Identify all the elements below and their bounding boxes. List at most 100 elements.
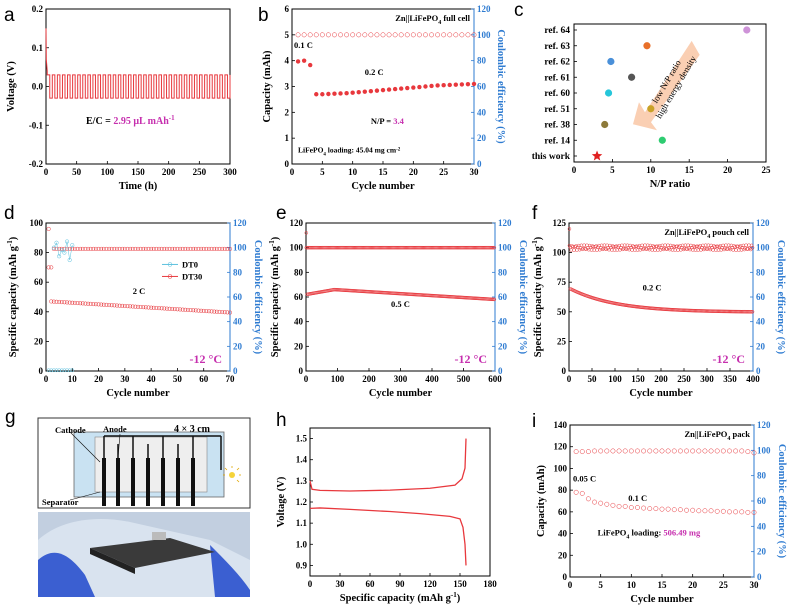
- ce-point: [404, 32, 410, 38]
- ce-point: [374, 32, 380, 38]
- y-tick-label: 40: [34, 307, 44, 317]
- ce-point: [745, 449, 751, 455]
- ce-point: [441, 32, 447, 38]
- dt30-capacity-point: [114, 303, 120, 308]
- x-tick-label: 60: [366, 579, 376, 589]
- ce-point: [653, 448, 659, 454]
- dt30-capacity-point: [143, 305, 148, 310]
- panel-c: 0 5 10 15 20 25 ref. 64 ref. 63 ref. 62 ref. 61 re…: [514, 0, 771, 190]
- y-category-label: ref. 62: [544, 58, 570, 68]
- annotation-rate: 0.1 C: [294, 40, 313, 50]
- x-tick-label: 600: [488, 374, 502, 384]
- ce-point: [598, 448, 604, 454]
- dt30-capacity-point: [167, 306, 172, 311]
- x-tick-label: 100: [101, 167, 115, 177]
- x-tick-label: 90: [396, 579, 406, 589]
- x-tick-label: 100: [608, 374, 622, 384]
- y-tick-label: 80: [558, 485, 568, 495]
- ce-point: [356, 32, 362, 38]
- dt30-ce-point: [125, 246, 130, 251]
- panel-f: 0 50 100 150 200 250 300 350 4000255075100125020…: [531, 203, 786, 399]
- dt30-capacity-point: [70, 300, 75, 305]
- capacity-point: [749, 310, 754, 314]
- y-tick-label: 40: [558, 529, 568, 539]
- dt0-ce-point: [51, 245, 56, 250]
- x-tick-label: 300: [394, 374, 408, 384]
- dt30-capacity-point: [222, 310, 227, 315]
- x-tick-label: 15: [685, 165, 695, 175]
- panel-label-g: g: [5, 407, 16, 428]
- capacity-point: [417, 84, 422, 90]
- x-axis-label: Time (h): [119, 181, 158, 192]
- x-tick-label: 0: [567, 374, 572, 384]
- y2-tick-label: 60: [498, 292, 508, 302]
- x-tick-label: 500: [457, 374, 471, 384]
- dt0-ce-point: [57, 254, 62, 259]
- dt30-ce-point: [146, 246, 151, 251]
- annotation-rate: 0.5 C: [391, 299, 410, 309]
- y-tick-label: 1.2: [296, 497, 308, 507]
- y-tick-label: 0.0: [32, 82, 44, 92]
- capacity-point: [465, 81, 471, 87]
- pouch-cell: [90, 538, 215, 568]
- dt30-ce-point: [120, 246, 125, 251]
- dt30-capacity-point: [206, 309, 212, 314]
- dt0-capacity-point: [62, 368, 67, 373]
- dt30-ce-point: [143, 246, 148, 251]
- y2-tick-label: 40: [756, 317, 766, 327]
- capacity-point: [733, 509, 739, 515]
- dt30-capacity-point: [59, 300, 64, 305]
- ce-point: [301, 32, 307, 38]
- y-axis-label: Capacity (mAh): [262, 50, 273, 123]
- ce-point: [386, 32, 392, 38]
- dt30-capacity-point: [199, 308, 204, 313]
- dt30-ce-point: [75, 246, 80, 251]
- y2-tick-label: 80: [498, 267, 508, 277]
- data-point: [601, 120, 609, 129]
- ce-point: [392, 32, 398, 38]
- y2-tick-label: 20: [233, 341, 243, 351]
- capacity-point: [304, 231, 309, 235]
- ce-point: [628, 448, 634, 454]
- dt30-ce-point: [57, 246, 62, 251]
- y-tick-label: 60: [294, 292, 304, 302]
- capacity-point: [585, 496, 591, 502]
- dt30-capacity-point: [67, 300, 72, 305]
- y-tick-label: 20: [294, 341, 304, 351]
- capacity-point: [492, 297, 497, 302]
- dt30-capacity-point: [80, 301, 85, 306]
- dt30-capacity-point: [75, 301, 80, 306]
- dt30-ce-point: [196, 246, 201, 251]
- ce-point: [319, 32, 325, 38]
- panel-g: g Cathode Anode: [5, 407, 251, 597]
- x-tick-label: 150: [131, 167, 145, 177]
- y-tick-label: 100: [290, 243, 304, 253]
- x-tick-label: 350: [723, 374, 737, 384]
- capacity-point: [745, 509, 751, 515]
- x-tick-label: 5: [610, 165, 615, 175]
- dt30-ce-point: [162, 246, 167, 251]
- panel-label: h: [276, 410, 287, 431]
- y-axis-label: Voltage (V): [6, 61, 17, 112]
- dt0-ce-point: [54, 240, 59, 245]
- capacity-point: [696, 508, 702, 514]
- capacity-point: [356, 89, 361, 95]
- y2-tick-label: 0: [233, 366, 238, 376]
- capacity-point: [665, 506, 671, 512]
- x-tick-label: 200: [162, 167, 176, 177]
- annotation-rate: 0.05 C: [573, 473, 596, 483]
- x-tick-label: 20: [688, 580, 698, 590]
- capacity-point: [684, 507, 689, 513]
- schematic-separator-sheet: [94, 436, 208, 493]
- ce-point: [659, 448, 665, 454]
- x-tick-label: 15: [379, 167, 389, 177]
- dt30-ce-point: [170, 246, 175, 251]
- anode-label: Anode: [103, 424, 127, 434]
- data-point: [604, 89, 613, 97]
- y2-axis-label: Coulombic efficiency (%): [252, 240, 263, 355]
- legend-marker: [167, 262, 173, 267]
- y-tick-label: 1: [285, 133, 290, 143]
- dt30-capacity-point: [86, 301, 91, 306]
- x-tick-label: 25: [719, 580, 729, 590]
- ce-point: [622, 448, 628, 454]
